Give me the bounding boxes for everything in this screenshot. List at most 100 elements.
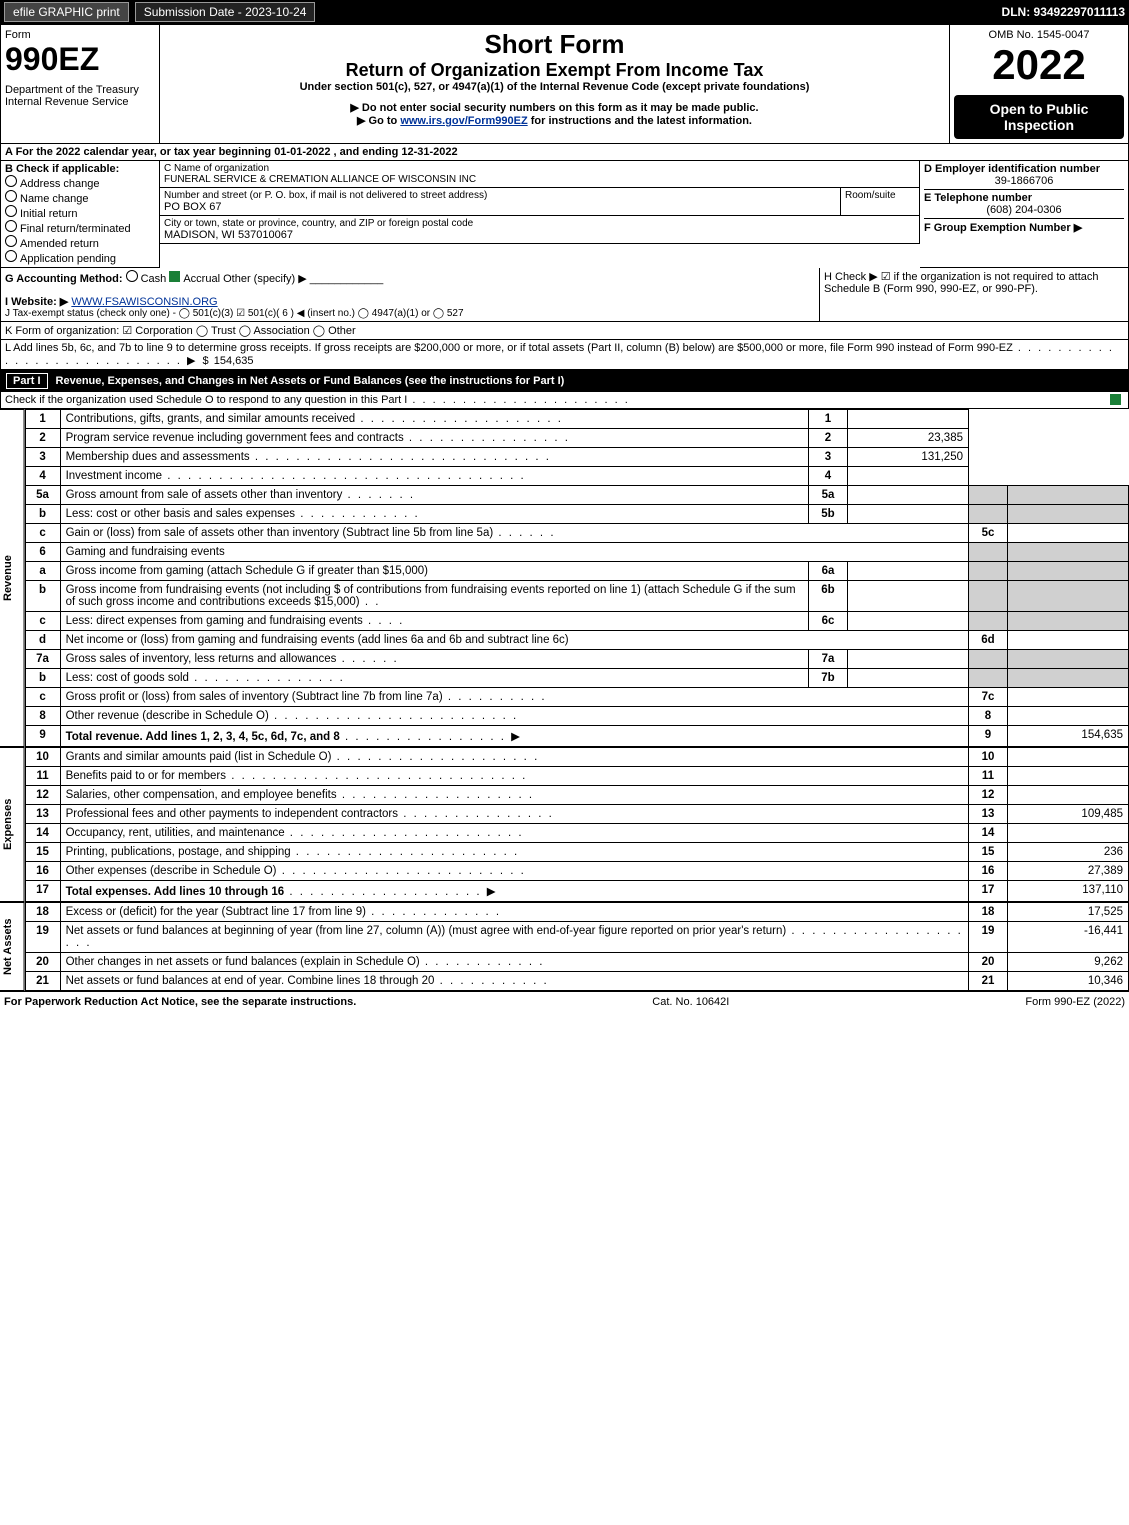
- txt: Grants and similar amounts paid (list in…: [66, 751, 332, 763]
- street-value: PO BOX 67: [164, 201, 836, 213]
- chk-cash[interactable]: [126, 270, 138, 282]
- subtitle: Under section 501(c), 527, or 4947(a)(1)…: [164, 81, 945, 93]
- chk-initial-return[interactable]: Initial return: [5, 205, 155, 220]
- k-form-org: K Form of organization: ☑ Corporation ◯ …: [0, 322, 1129, 340]
- j-tax-exempt: J Tax-exempt status (check only one) - ◯…: [5, 308, 815, 319]
- txt: Other expenses (describe in Schedule O): [66, 865, 277, 877]
- chk-schedule-o[interactable]: [1110, 394, 1121, 405]
- l-text: L Add lines 5b, 6c, and 7b to line 9 to …: [5, 342, 1013, 354]
- txt: Printing, publications, postage, and shi…: [66, 846, 291, 858]
- chk-amended-return[interactable]: Amended return: [5, 235, 155, 250]
- chk-final-return[interactable]: Final return/terminated: [5, 220, 155, 235]
- txt: Gross amount from sale of assets other t…: [66, 489, 343, 501]
- line-20: 20Other changes in net assets or fund ba…: [25, 953, 1128, 972]
- line-5c: cGain or (loss) from sale of assets othe…: [25, 524, 1128, 543]
- line-6d: dNet income or (loss) from gaming and fu…: [25, 631, 1128, 650]
- txt: Total expenses. Add lines 10 through 16: [66, 886, 285, 898]
- open-public-inspection: Open to Public Inspection: [954, 95, 1124, 139]
- e-phone-label: E Telephone number: [924, 189, 1124, 204]
- val: [848, 467, 969, 486]
- i-website-label: I Website: ▶: [5, 296, 68, 308]
- efile-button[interactable]: efile GRAPHIC print: [4, 2, 129, 22]
- val: [1008, 524, 1129, 543]
- line-4: 4Investment income . . . . . . . . . . .…: [25, 467, 1128, 486]
- val: [1008, 767, 1129, 786]
- txt: Net assets or fund balances at beginning…: [66, 925, 787, 937]
- txt: Gross income from fundraising events (no…: [66, 584, 796, 608]
- line-7c: cGross profit or (loss) from sales of in…: [25, 688, 1128, 707]
- label: Amended return: [20, 238, 99, 250]
- line-7a: 7aGross sales of inventory, less returns…: [25, 650, 1128, 669]
- txt: Total revenue. Add lines 1, 2, 3, 4, 5c,…: [66, 731, 340, 743]
- txt: Other changes in net assets or fund bala…: [66, 956, 420, 968]
- label: Final return/terminated: [20, 223, 131, 235]
- txt: Less: direct expenses from gaming and fu…: [66, 615, 363, 627]
- line-5a: 5aGross amount from sale of assets other…: [25, 486, 1128, 505]
- chk-name-change[interactable]: Name change: [5, 190, 155, 205]
- txt: Salaries, other compensation, and employ…: [66, 789, 337, 801]
- txt: Net income or (loss) from gaming and fun…: [66, 634, 569, 646]
- other-label: Other (specify) ▶: [223, 273, 307, 285]
- city-label: City or town, state or province, country…: [164, 218, 915, 229]
- goto-post: for instructions and the latest informat…: [528, 115, 752, 127]
- part-1-title: Revenue, Expenses, and Changes in Net As…: [56, 375, 565, 387]
- h-schedule-b: H Check ▶ ☑ if the organization is not r…: [820, 268, 1129, 322]
- chk-application-pending[interactable]: Application pending: [5, 250, 155, 265]
- room-label: Room/suite: [845, 190, 915, 201]
- txt: Gross income from gaming (attach Schedul…: [66, 565, 428, 577]
- d-ein-value: 39-1866706: [924, 175, 1124, 187]
- line-3: 3Membership dues and assessments . . . .…: [25, 448, 1128, 467]
- txt: Excess or (deficit) for the year (Subtra…: [66, 906, 366, 918]
- chk-accrual[interactable]: [169, 271, 180, 282]
- page-footer: For Paperwork Reduction Act Notice, see …: [0, 991, 1129, 1012]
- line-13: 13Professional fees and other payments t…: [25, 805, 1128, 824]
- irs-link[interactable]: www.irs.gov/Form990EZ: [400, 115, 527, 127]
- val: 154,635: [1008, 726, 1129, 747]
- val: [1008, 631, 1129, 650]
- form-word: Form: [5, 29, 155, 41]
- line-12: 12Salaries, other compensation, and empl…: [25, 786, 1128, 805]
- val: [1008, 688, 1129, 707]
- line-6b: bGross income from fundraising events (n…: [25, 581, 1128, 612]
- val: 236: [1008, 843, 1129, 862]
- d-ein-label: D Employer identification number: [924, 163, 1124, 175]
- revenue-table: 1Contributions, gifts, grants, and simil…: [25, 409, 1129, 747]
- line-9: 9Total revenue. Add lines 1, 2, 3, 4, 5c…: [25, 726, 1128, 747]
- submission-date-button[interactable]: Submission Date - 2023-10-24: [135, 2, 316, 22]
- line-5b: bLess: cost or other basis and sales exp…: [25, 505, 1128, 524]
- line-10: 10Grants and similar amounts paid (list …: [25, 748, 1128, 767]
- line-17: 17Total expenses. Add lines 10 through 1…: [25, 881, 1128, 902]
- footer-right: Form 990-EZ (2022): [1025, 996, 1125, 1008]
- txt: Gain or (loss) from sale of assets other…: [66, 527, 494, 539]
- val: 9,262: [1008, 953, 1129, 972]
- txt: Benefits paid to or for members: [66, 770, 226, 782]
- c-label: C Name of organization: [164, 163, 915, 174]
- line-19: 19Net assets or fund balances at beginni…: [25, 922, 1128, 953]
- section-a-tax-year: A For the 2022 calendar year, or tax yea…: [0, 144, 1129, 161]
- note-ssn: ▶ Do not enter social security numbers o…: [164, 101, 945, 114]
- txt: Gross profit or (loss) from sales of inv…: [66, 691, 443, 703]
- txt: Other revenue (describe in Schedule O): [66, 710, 269, 722]
- label: Address change: [20, 178, 100, 190]
- expenses-side-label: Expenses: [0, 747, 25, 902]
- l-gross-receipts: L Add lines 5b, 6c, and 7b to line 9 to …: [0, 340, 1129, 370]
- omb-number: OMB No. 1545-0047: [954, 29, 1124, 41]
- val: 27,389: [1008, 862, 1129, 881]
- val: 10,346: [1008, 972, 1129, 991]
- val: [1008, 748, 1129, 767]
- val: [1008, 786, 1129, 805]
- note-goto: ▶ Go to www.irs.gov/Form990EZ for instru…: [164, 114, 945, 127]
- revenue-side-label: Revenue: [0, 409, 25, 747]
- label: Initial return: [20, 208, 77, 220]
- line-6a: aGross income from gaming (attach Schedu…: [25, 562, 1128, 581]
- line-18: 18Excess or (deficit) for the year (Subt…: [25, 903, 1128, 922]
- website-link[interactable]: WWW.FSAWISCONSIN.ORG: [71, 296, 217, 308]
- part-1-header: Part I Revenue, Expenses, and Changes in…: [0, 370, 1129, 392]
- txt: Occupancy, rent, utilities, and maintena…: [66, 827, 285, 839]
- cash-label: Cash: [141, 273, 167, 285]
- net-assets-side-label: Net Assets: [0, 902, 25, 991]
- e-phone-value: (608) 204-0306: [924, 204, 1124, 216]
- line-21: 21Net assets or fund balances at end of …: [25, 972, 1128, 991]
- chk-address-change[interactable]: Address change: [5, 175, 155, 190]
- txt: Investment income: [66, 470, 163, 482]
